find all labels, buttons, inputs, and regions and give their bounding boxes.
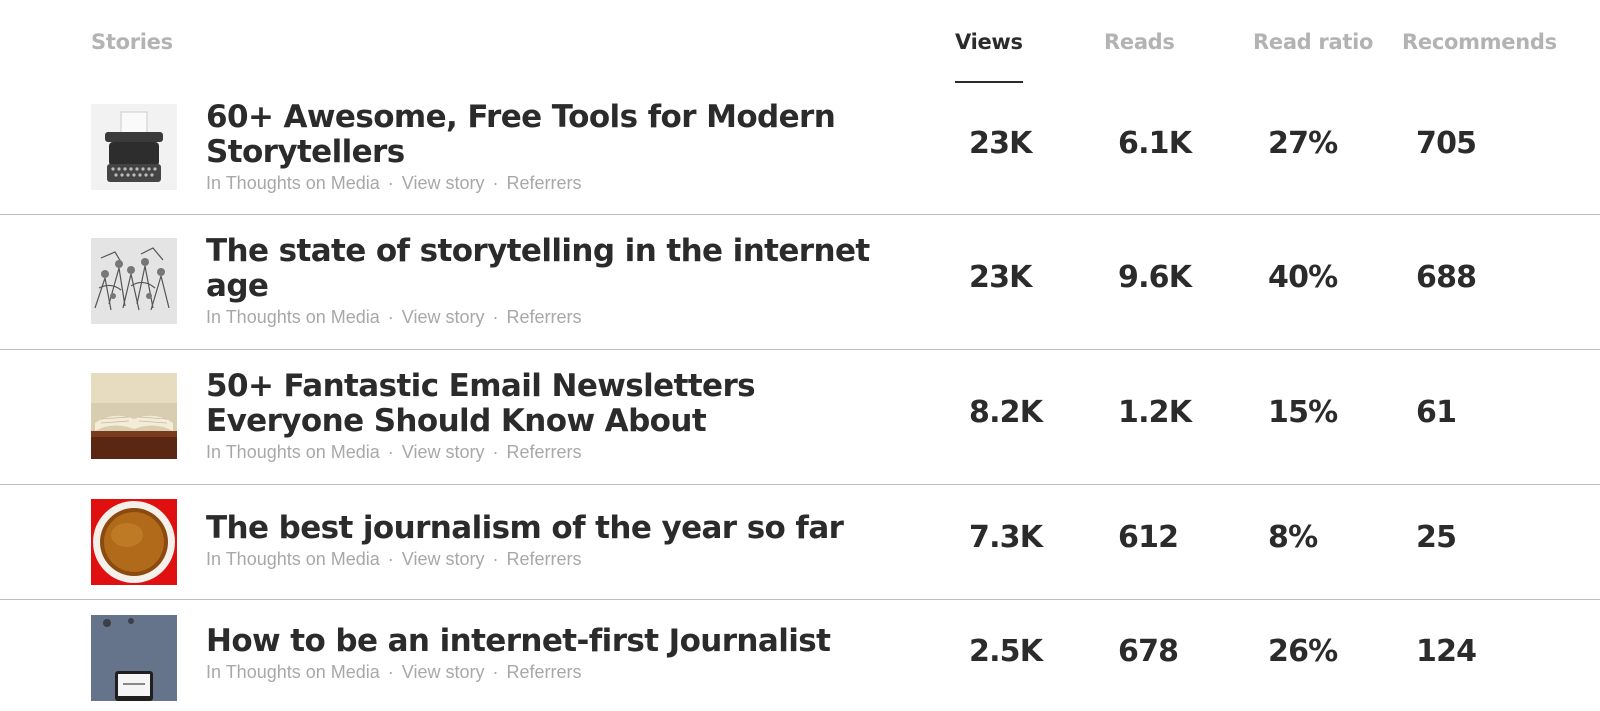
views-value: 23K (969, 126, 1032, 161)
recommends-value: 25 (1416, 520, 1457, 555)
recommends-value: 705 (1416, 126, 1477, 161)
views-value: 2.5K (969, 634, 1043, 669)
referrers-link[interactable]: Referrers (506, 442, 582, 462)
stats-table-header: Stories Views Reads Read ratio Recommend… (0, 0, 1600, 84)
story-title[interactable]: The state of storytelling in the interne… (206, 233, 870, 304)
story-title[interactable]: 50+ Fantastic Email Newsletters Everyone… (206, 368, 756, 439)
read-ratio-value: 40% (1268, 260, 1338, 295)
column-header-stories: Stories (91, 30, 173, 54)
read-ratio-value: 15% (1268, 395, 1338, 430)
referrers-link[interactable]: Referrers (506, 549, 582, 569)
read-ratio-value: 27% (1268, 126, 1338, 161)
desk-phone-image[interactable] (91, 615, 177, 701)
story-meta: In Thoughts on Media · View story · Referrer… (206, 662, 582, 682)
publication-link[interactable]: In Thoughts on Media (206, 662, 380, 682)
column-header-read-ratio[interactable]: Read ratio (1253, 30, 1374, 54)
referrers-link[interactable]: Referrers (506, 173, 582, 193)
views-value: 8.2K (969, 395, 1043, 430)
reads-value: 612 (1118, 520, 1179, 555)
story-title[interactable]: How to be an internet-first Journalist (206, 623, 831, 659)
story-meta: In Thoughts on Media · View story · Referrer… (206, 173, 582, 193)
view-story-link[interactable]: View story (401, 173, 485, 193)
recommends-value: 124 (1416, 634, 1477, 669)
view-story-link[interactable]: View story (401, 549, 485, 569)
typewriter-image[interactable] (91, 104, 177, 190)
views-value: 7.3K (969, 520, 1043, 555)
reads-value: 6.1K (1118, 126, 1192, 161)
publication-link[interactable]: In Thoughts on Media (206, 549, 380, 569)
story-row: The state of storytelling in the interne… (0, 215, 1600, 350)
story-title[interactable]: 60+ Awesome, Free Tools for Modern Story… (206, 99, 836, 170)
stories-list: 60+ Awesome, Free Tools for Modern Story… (0, 84, 1600, 710)
engraving-crowd-image[interactable] (91, 238, 177, 324)
story-title[interactable]: The best journalism of the year so far (206, 510, 844, 546)
reads-value: 1.2K (1118, 395, 1192, 430)
view-story-link[interactable]: View story (401, 307, 485, 327)
story-meta: In Thoughts on Media · View story · Referrer… (206, 442, 582, 462)
story-row: 60+ Awesome, Free Tools for Modern Story… (0, 84, 1600, 215)
read-ratio-value: 26% (1268, 634, 1338, 669)
read-ratio-value: 8% (1268, 520, 1318, 555)
referrers-link[interactable]: Referrers (506, 307, 582, 327)
story-row: 50+ Fantastic Email Newsletters Everyone… (0, 350, 1600, 485)
column-header-recommends[interactable]: Recommends (1402, 30, 1557, 54)
coffee-cup-image[interactable] (91, 499, 177, 585)
reads-value: 9.6K (1118, 260, 1192, 295)
reads-value: 678 (1118, 634, 1179, 669)
views-value: 23K (969, 260, 1032, 295)
view-story-link[interactable]: View story (401, 442, 485, 462)
view-story-link[interactable]: View story (401, 662, 485, 682)
open-book-image[interactable] (91, 373, 177, 459)
story-meta: In Thoughts on Media · View story · Referrer… (206, 307, 582, 327)
publication-link[interactable]: In Thoughts on Media (206, 307, 380, 327)
story-row: The best journalism of the year so far I… (0, 485, 1600, 600)
recommends-value: 61 (1416, 395, 1457, 430)
story-meta: In Thoughts on Media · View story · Referrer… (206, 549, 582, 569)
recommends-value: 688 (1416, 260, 1477, 295)
story-row: How to be an internet-first Journalist I… (0, 600, 1600, 710)
publication-link[interactable]: In Thoughts on Media (206, 442, 380, 462)
publication-link[interactable]: In Thoughts on Media (206, 173, 380, 193)
column-header-views[interactable]: Views (955, 30, 1023, 83)
column-header-reads[interactable]: Reads (1104, 30, 1175, 54)
referrers-link[interactable]: Referrers (506, 662, 582, 682)
